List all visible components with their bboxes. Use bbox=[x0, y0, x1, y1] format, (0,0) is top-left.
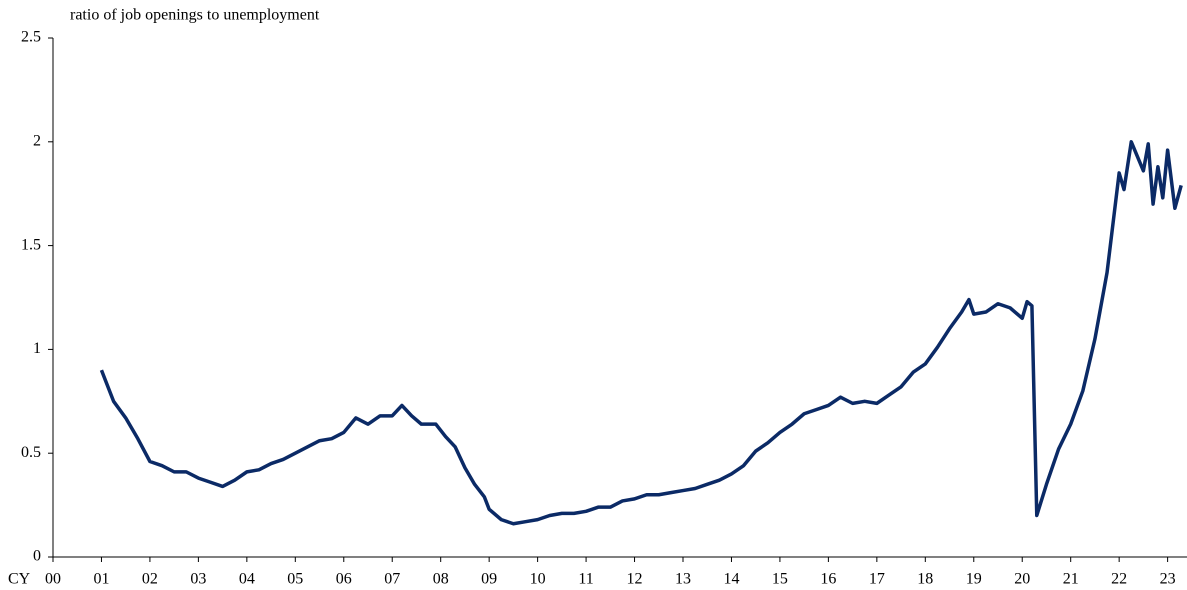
x-tick-label: 09 bbox=[481, 571, 497, 588]
x-tick-label: 10 bbox=[530, 571, 546, 588]
x-tick-label: 06 bbox=[336, 571, 352, 588]
x-tick-label: 18 bbox=[917, 571, 933, 588]
y-tick-label: 2 bbox=[33, 132, 41, 149]
x-tick-label: 08 bbox=[433, 571, 449, 588]
x-tick-label: 05 bbox=[287, 571, 303, 588]
y-tick-label: 1.5 bbox=[21, 236, 41, 253]
x-tick-label: 21 bbox=[1063, 571, 1079, 588]
x-tick-label: 20 bbox=[1014, 571, 1030, 588]
x-tick-label: 11 bbox=[578, 571, 593, 588]
data-line bbox=[99, 140, 1183, 526]
y-tick-label: 0 bbox=[33, 548, 41, 565]
x-tick-label: 15 bbox=[772, 571, 788, 588]
x-tick-label: 14 bbox=[723, 571, 739, 588]
x-tick-label: 19 bbox=[966, 571, 982, 588]
x-tick-label: 00 bbox=[45, 571, 61, 588]
x-tick-label: 17 bbox=[869, 571, 885, 588]
x-tick-label: 13 bbox=[675, 571, 691, 588]
y-tick-label: 1 bbox=[33, 340, 41, 357]
x-tick-label: 04 bbox=[239, 571, 255, 588]
chart-title: ratio of job openings to unemployment bbox=[70, 7, 320, 24]
x-tick-label: 01 bbox=[93, 571, 109, 588]
x-axis-label: CY bbox=[8, 571, 31, 588]
y-tick-label: 2.5 bbox=[21, 29, 41, 46]
y-tick-label: 0.5 bbox=[21, 444, 41, 461]
x-tick-label: 07 bbox=[384, 571, 400, 588]
x-tick-label: 02 bbox=[142, 571, 158, 588]
x-tick-label: 23 bbox=[1160, 571, 1176, 588]
x-tick-label: 03 bbox=[190, 571, 206, 588]
x-tick-label: 16 bbox=[820, 571, 836, 588]
x-tick-label: 12 bbox=[627, 571, 643, 588]
x-tick-label: 22 bbox=[1111, 571, 1127, 588]
